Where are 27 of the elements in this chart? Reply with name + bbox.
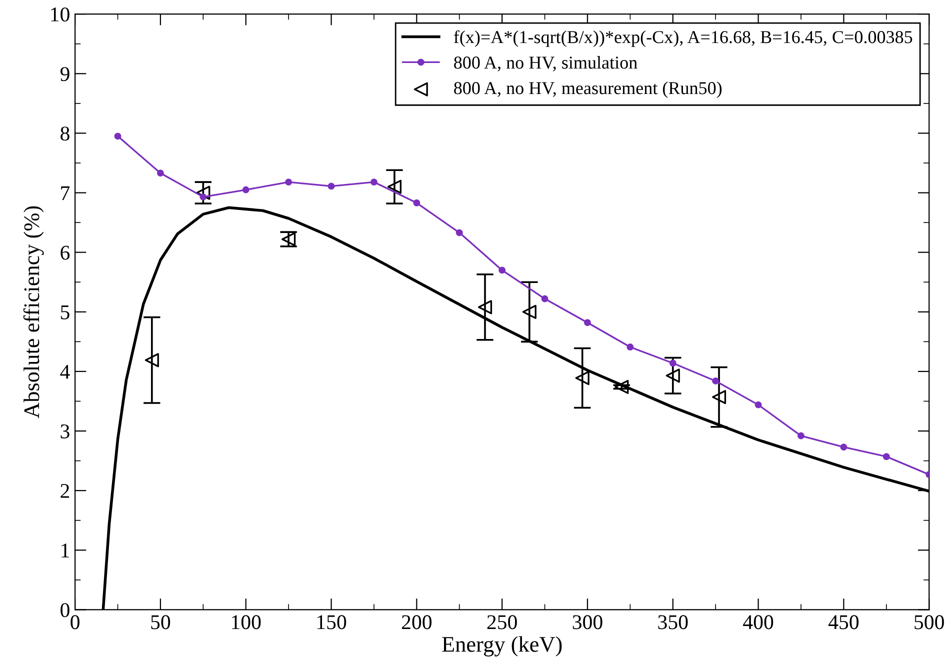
x-tick-label: 150 (317, 615, 346, 630)
y-tick-label: 0 (60, 603, 70, 618)
legend-label: 800 A, no HV, simulation (454, 56, 638, 72)
y-axis-title: Absolute efficiency (%) (23, 206, 44, 418)
x-tick-label: 100 (232, 615, 261, 630)
legend-label: f(x)=A*(1-sqrt(B/x))*exp(-Cx), A=16.68, B=16.45, C=0.00385 (454, 30, 912, 47)
x-tick-label: 450 (828, 615, 859, 630)
y-tick-label: 9 (60, 67, 70, 82)
y-tick-label: 3 (60, 424, 70, 438)
x-tick-label: 300 (572, 615, 602, 630)
x-tick-label: 250 (487, 615, 517, 630)
y-tick-label: 8 (60, 126, 70, 141)
y-tick-label: 1 (62, 544, 69, 558)
y-tick-label: 10 (51, 7, 70, 22)
x-tick-label: 400 (743, 615, 774, 630)
x-tick-label: 50 (151, 615, 170, 630)
y-tick-label: 4 (60, 364, 70, 379)
x-tick-label: 200 (402, 615, 432, 630)
y-tick-label: 5 (60, 305, 70, 320)
x-tick-label: 350 (658, 615, 688, 630)
x-tick-label: 500 (914, 615, 944, 630)
x-axis-title: Energy (keV) (442, 636, 562, 656)
y-tick-label: 2 (60, 484, 70, 498)
y-tick-label: 6 (60, 246, 70, 260)
y-tick-label: 7 (61, 186, 70, 200)
legend-label: 800 A, no HV, measurement (Run50) (454, 82, 722, 98)
x-tick-label: 0 (70, 615, 80, 630)
